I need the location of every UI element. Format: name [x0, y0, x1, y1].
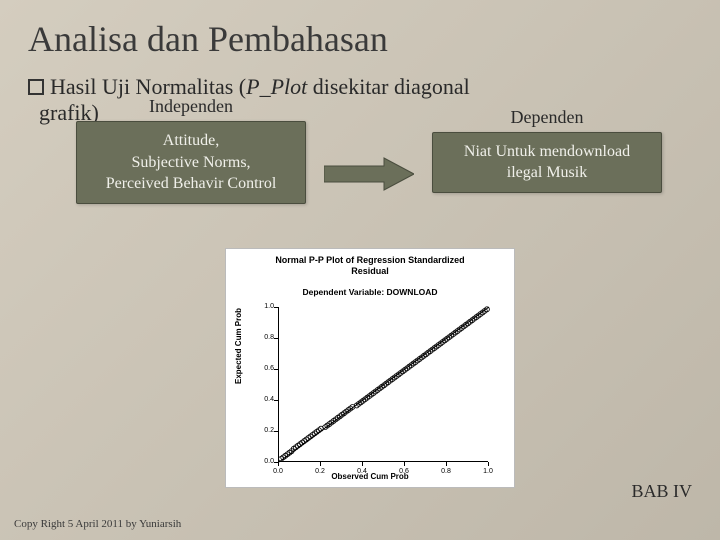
- subtitle: Hasil Uji Normalitas (P_Plot disekitar d…: [0, 60, 720, 126]
- box-right-l1: Niat Untuk mendownload: [449, 141, 645, 163]
- ytick-label: 0.6: [258, 365, 274, 372]
- ytick-label: 0.0: [258, 458, 274, 465]
- xtick-label: 0.2: [315, 468, 325, 475]
- dependen-label: Dependen: [511, 107, 584, 128]
- independen-col: Independen Attitude, Subjective Norms, P…: [76, 120, 306, 204]
- box-right-l2: ilegal Musik: [449, 162, 645, 184]
- subtitle-suffix: disekitar diagonal: [307, 74, 470, 99]
- independen-label: Independen: [149, 96, 233, 117]
- diagram-row: Independen Attitude, Subjective Norms, P…: [0, 120, 720, 204]
- independen-box: Attitude, Subjective Norms, Perceived Be…: [76, 121, 306, 204]
- box-left-l2: Subjective Norms,: [93, 152, 289, 174]
- subtitle-italic: P_Plot: [246, 74, 307, 99]
- pp-plot-chart: Normal P-P Plot of Regression Standardiz…: [225, 248, 515, 488]
- ytick-label: 0.2: [258, 427, 274, 434]
- bullet-checkbox: [28, 79, 44, 95]
- chart-subtitle: Dependent Variable: DOWNLOAD: [226, 277, 514, 297]
- xtick-label: 0.8: [441, 468, 451, 475]
- chart-xlabel: Observed Cum Prob: [226, 472, 514, 481]
- slide-title: Analisa dan Pembahasan: [0, 0, 720, 60]
- xtick-label: 0.6: [399, 468, 409, 475]
- ytick-label: 0.8: [258, 334, 274, 341]
- copyright-text: Copy Right 5 April 2011 by Yuniarsih: [14, 518, 181, 530]
- ytick-label: 1.0: [258, 303, 274, 310]
- box-left-l3: Perceived Behavir Control: [93, 173, 289, 195]
- bab-label: BAB IV: [631, 481, 692, 502]
- chart-plot-area: [278, 307, 488, 462]
- dependen-box: Niat Untuk mendownload ilegal Musik: [432, 132, 662, 193]
- xtick-label: 1.0: [483, 468, 493, 475]
- dependen-col: Dependen Niat Untuk mendownload ilegal M…: [432, 131, 662, 193]
- arrow-icon: [324, 156, 414, 192]
- ytick-label: 0.4: [258, 396, 274, 403]
- box-left-l1: Attitude,: [93, 130, 289, 152]
- xtick-label: 0.0: [273, 468, 283, 475]
- chart-title: Normal P-P Plot of Regression Standardiz…: [226, 249, 514, 277]
- xtick-label: 0.4: [357, 468, 367, 475]
- chart-ylabel: Expected Cum Prob: [234, 308, 243, 384]
